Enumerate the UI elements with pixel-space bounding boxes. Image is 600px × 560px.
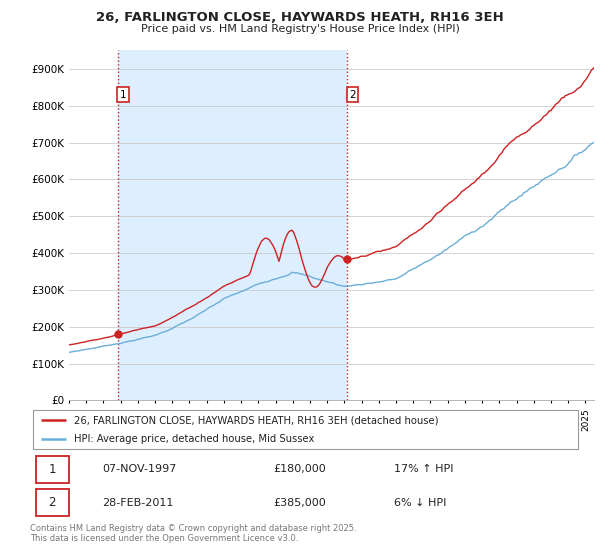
FancyBboxPatch shape xyxy=(35,455,68,483)
Text: £385,000: £385,000 xyxy=(273,497,326,507)
Text: Contains HM Land Registry data © Crown copyright and database right 2025.
This d: Contains HM Land Registry data © Crown c… xyxy=(30,524,356,543)
Text: Price paid vs. HM Land Registry's House Price Index (HPI): Price paid vs. HM Land Registry's House … xyxy=(140,24,460,34)
Text: 26, FARLINGTON CLOSE, HAYWARDS HEATH, RH16 3EH: 26, FARLINGTON CLOSE, HAYWARDS HEATH, RH… xyxy=(96,11,504,24)
Text: £180,000: £180,000 xyxy=(273,464,326,474)
FancyBboxPatch shape xyxy=(35,489,68,516)
FancyBboxPatch shape xyxy=(33,410,578,449)
Text: 1: 1 xyxy=(119,90,126,100)
Text: HPI: Average price, detached house, Mid Sussex: HPI: Average price, detached house, Mid … xyxy=(74,435,314,445)
Text: 2: 2 xyxy=(349,90,356,100)
Bar xyxy=(118,50,347,400)
Text: 1: 1 xyxy=(49,463,56,475)
Text: 07-NOV-1997: 07-NOV-1997 xyxy=(102,464,176,474)
Text: 28-FEB-2011: 28-FEB-2011 xyxy=(102,497,173,507)
Text: 6% ↓ HPI: 6% ↓ HPI xyxy=(394,497,446,507)
Text: 26, FARLINGTON CLOSE, HAYWARDS HEATH, RH16 3EH (detached house): 26, FARLINGTON CLOSE, HAYWARDS HEATH, RH… xyxy=(74,415,439,425)
Text: 2: 2 xyxy=(49,496,56,509)
Text: 17% ↑ HPI: 17% ↑ HPI xyxy=(394,464,454,474)
